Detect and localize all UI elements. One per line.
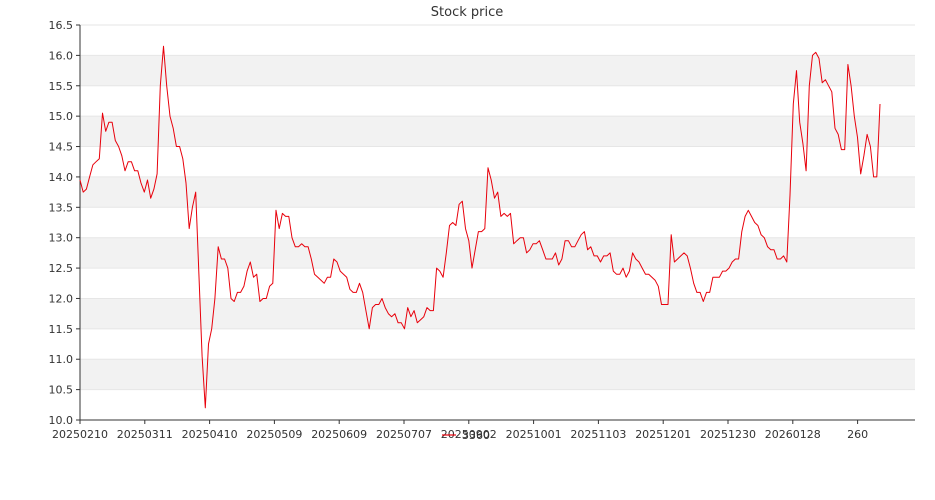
chart-title: Stock price [431, 5, 503, 20]
y-tick-label: 14.0 [49, 171, 74, 184]
y-tick-label: 10.5 [49, 384, 74, 397]
x-tick-label: 20250210 [52, 428, 108, 441]
x-tick-label: 20260128 [765, 428, 821, 441]
series-line-3360 [79, 45, 881, 409]
y-tick-label: 11.5 [49, 323, 74, 336]
x-tick-label: 20251001 [506, 428, 562, 441]
x-tick-label: 20250609 [311, 428, 367, 441]
series-lines [79, 45, 881, 409]
grid-band [80, 55, 915, 86]
plot-background-bands [80, 24, 915, 421]
x-tick-label: 20250410 [182, 428, 238, 441]
y-tick-label: 15.5 [49, 80, 74, 93]
legend: 3360 [442, 429, 490, 442]
y-tick-label: 11.0 [49, 353, 74, 366]
y-tick-label: 15.0 [49, 110, 74, 123]
grid-band [80, 237, 915, 269]
x-tick-label: 20250509 [246, 428, 302, 441]
x-tick-label: 20250902 [441, 428, 497, 441]
y-tick-label: 16.0 [49, 49, 74, 62]
y-tick-label: 16.5 [49, 19, 74, 32]
legend-label-3360: 3360 [462, 429, 490, 442]
x-tick-label: 20250311 [117, 428, 173, 441]
x-axis-ticks: 20250210 20250311 20250410 20250509 20250609… [52, 420, 868, 441]
x-tick-label: 260 [847, 428, 868, 441]
y-tick-label: 10.0 [49, 414, 74, 427]
grid-band [80, 116, 915, 147]
x-tick-label: 20250707 [376, 428, 432, 441]
grid-band [80, 298, 915, 329]
x-tick-label: 20251201 [635, 428, 691, 441]
y-tick-label: 13.5 [49, 201, 74, 214]
x-tick-label: 20251230 [700, 428, 756, 441]
y-tick-label: 14.5 [49, 141, 74, 154]
x-tick-label: 20251103 [570, 428, 626, 441]
grid-band [80, 359, 915, 390]
y-axis-ticks: 10.0 10.5 11.0 11.5 12.0 12.5 13.0 13.5 14.0 14.5… [49, 19, 80, 427]
chart-axes [79, 25, 915, 421]
y-tick-label: 13.0 [49, 232, 74, 245]
y-tick-label: 12.0 [49, 292, 74, 305]
y-tick-label: 12.5 [49, 262, 74, 275]
